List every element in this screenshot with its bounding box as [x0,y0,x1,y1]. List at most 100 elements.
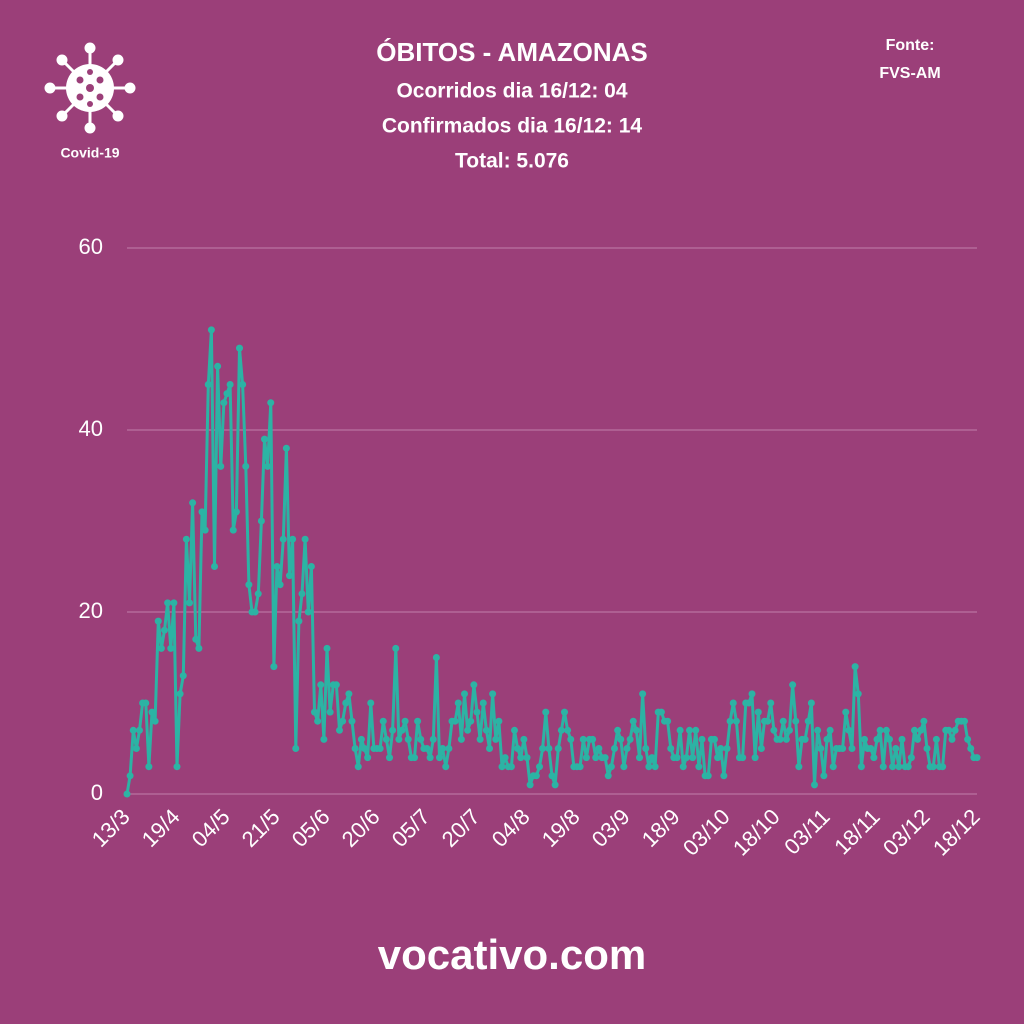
data-point [470,681,478,689]
data-point [442,763,450,771]
data-point [848,745,856,752]
data-point [189,499,197,507]
x-tick-label: 03/10 [678,804,735,861]
data-point [301,535,309,543]
data-point [336,726,343,734]
data-point [711,735,718,743]
data-point [689,754,697,762]
data-point [879,763,887,771]
data-point [604,772,612,780]
data-point [907,754,915,762]
data-point [382,735,390,743]
data-point [786,726,793,734]
data-point [467,717,475,725]
data-point [451,717,459,725]
y-tick-label: 40 [79,416,103,441]
data-point [214,362,222,370]
data-point [307,563,315,570]
data-point [679,763,687,771]
data-point [651,763,659,771]
data-point [923,745,931,752]
data-point [545,745,553,752]
y-tick-label: 60 [79,234,103,259]
data-point [823,735,831,743]
data-point [320,735,328,743]
data-point [536,763,543,771]
data-point [164,599,172,607]
data-point [801,735,809,743]
data-point [464,726,472,734]
data-point [951,726,959,734]
data-point [348,717,356,725]
data-point [514,745,522,752]
data-point [498,763,506,771]
data-point [251,608,259,616]
data-point [489,690,497,698]
data-point [886,735,893,743]
data-line [125,328,977,795]
data-point [492,735,500,743]
logo-label: Covid-19 [60,145,119,161]
data-point [948,735,956,743]
data-point [461,690,468,698]
data-point [636,754,643,762]
data-point [342,699,350,707]
data-point [495,717,503,725]
data-point [523,754,531,762]
data-point [476,735,484,743]
data-point [176,690,184,698]
data-point [726,717,734,725]
data-point [576,763,584,771]
data-point [161,626,168,634]
data-point [892,745,900,752]
data-point [345,690,353,698]
data-point [261,435,268,443]
data-point [754,708,762,716]
data-point [567,735,575,743]
y-tick-label: 0 [91,780,103,805]
data-point [326,708,334,716]
data-point [564,726,572,734]
data-point [929,763,937,771]
data-point [845,726,853,734]
data-point [232,508,240,516]
x-tick-label: 03/12 [878,804,935,861]
data-point [267,399,275,407]
data-point [732,717,740,725]
source-label: Fonte: [886,37,935,54]
data-point [620,763,628,771]
x-tick-label: 03/9 [587,804,635,852]
data-point [873,735,881,743]
data-point [939,763,947,771]
data-point [351,745,359,752]
data-point [517,754,525,762]
data-point [932,735,940,743]
data-point [311,708,318,716]
chart-title: ÓBITOS - AMAZONAS [376,37,648,67]
data-point [664,717,672,725]
source-name: FVS-AM [879,65,940,82]
data-point [607,763,615,771]
data-point [839,745,847,752]
data-point [123,790,131,798]
data-point [623,745,631,752]
data-point [486,745,493,752]
data-point [229,526,237,534]
data-point [192,635,200,643]
x-tick-label: 18/10 [728,804,785,861]
data-point [473,708,481,716]
data-point [973,754,981,762]
virus-logo [44,42,136,134]
data-point [820,772,828,780]
data-point [145,763,153,771]
data-point [198,508,206,516]
data-point [520,735,528,743]
data-point [414,717,422,725]
data-point [779,717,787,725]
data-point [642,745,650,752]
data-point [217,462,225,470]
data-point [792,717,800,725]
data-point [764,717,772,725]
data-point [417,735,425,743]
data-point [195,644,203,652]
